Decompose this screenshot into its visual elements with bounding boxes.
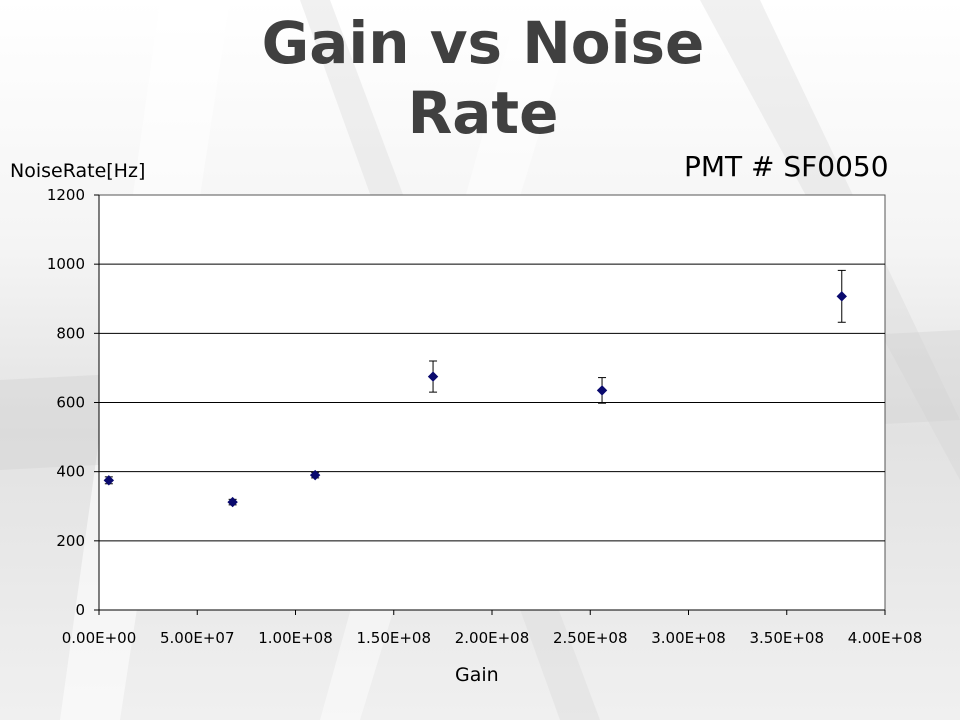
x-tick-label: 4.00E+08 (848, 629, 923, 647)
x-tick-label: 2.50E+08 (553, 629, 628, 647)
data-point (427, 371, 439, 382)
data-point (836, 291, 847, 302)
y-tick-label: 0 (75, 601, 85, 619)
y-tick-label: 600 (56, 394, 85, 412)
y-tick-label: 400 (56, 463, 85, 481)
slide-title: Gain vs Noise Rate (261, 9, 705, 147)
x-tick-label: 3.00E+08 (651, 629, 726, 647)
x-tick-label: 0.00E+00 (62, 629, 137, 647)
data-point (103, 475, 115, 486)
x-tick-label: 2.00E+08 (455, 629, 530, 647)
data-point (227, 496, 238, 508)
data-point (596, 385, 608, 396)
y-tick-label: 1200 (47, 186, 85, 204)
x-axis-label: Gain (455, 664, 499, 686)
x-tick-label: 3.50E+08 (749, 629, 824, 647)
x-tick-label: 5.00E+07 (160, 629, 235, 647)
x-tick-label: 1.50E+08 (356, 629, 431, 647)
y-tick-label: 1000 (47, 255, 85, 273)
y-tick-label: 200 (56, 532, 85, 550)
x-tick-label: 1.00E+08 (258, 629, 333, 647)
y-axis-label: NoiseRate[Hz] (10, 160, 146, 182)
y-tick-label: 800 (56, 324, 85, 342)
data-point (309, 469, 321, 481)
chart-title: PMT # SF0050 (684, 150, 889, 183)
